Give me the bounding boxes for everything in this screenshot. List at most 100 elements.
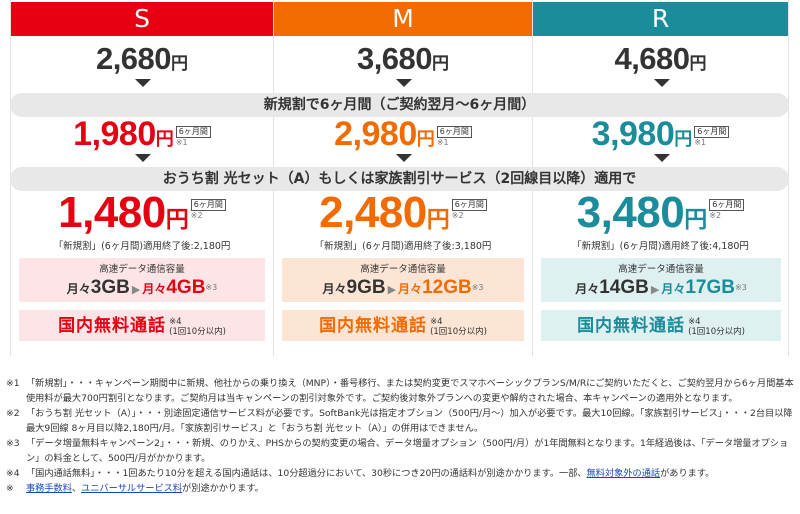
months-tag: 6ヶ月間: [436, 126, 472, 138]
base-price: 3,680円: [274, 41, 532, 77]
free-call-note: ※4 (1回10分以内): [169, 317, 226, 337]
final-price: 3,480円6ヶ月間 ※2: [533, 188, 788, 238]
call-limit: (1回10分以内): [169, 326, 226, 337]
final-price: 1,480円6ヶ月間 ※2: [11, 188, 273, 238]
data-capacity-box: 高速データ通信容量 月々3GB ▶ 月々4GB※3: [19, 258, 265, 302]
note-ref: ※4: [169, 316, 182, 327]
data-from-prefix: 月々: [66, 282, 91, 296]
yen-unit: 円: [171, 54, 189, 74]
admin-fee-link[interactable]: 事務手数料: [26, 483, 72, 494]
free-call-note: ※4 (1回10分以内): [430, 317, 487, 337]
data-capacity-label: 高速データ通信容量: [360, 264, 446, 275]
footnote-mark: ※3: [6, 438, 20, 449]
plan-column-m: M 3,680円 2,980円 6ヶ月間 ※1 2,480円6ヶ月間 ※2 「新規割」…: [273, 0, 532, 356]
yen-unit: 円: [674, 129, 693, 150]
data-capacity-values: 月々9GB ▶ 月々12GB※3: [282, 277, 524, 301]
footnote-text: があります。: [660, 468, 715, 479]
final-price-value: 3,480: [576, 188, 685, 237]
play-arrow-icon: ▶: [387, 283, 397, 296]
note-ref: ※1: [436, 138, 449, 147]
data-from-prefix: 月々: [575, 282, 600, 296]
free-call-label: 国内無料通話: [577, 316, 686, 336]
home-discount-banner: おうち割 光セット（A）もしくは家族割引サービス（2回線目以降）適用で: [10, 167, 789, 191]
free-call-label: 国内無料通話: [58, 316, 167, 336]
yen-unit: 円: [432, 54, 450, 74]
data-from-value: 14GB: [599, 277, 649, 298]
promo-price: 3,980円 6ヶ月間 ※1: [533, 115, 788, 154]
final-price-value: 2,480: [319, 188, 427, 237]
call-limit: (1回10分以内): [430, 326, 487, 337]
months-tag: 6ヶ月間: [175, 126, 211, 138]
play-arrow-icon: ▶: [131, 283, 141, 296]
yen-unit: 円: [684, 207, 708, 233]
excluded-calls-link[interactable]: 無料対象外の通話: [586, 468, 661, 479]
promo-price-value: 2,980: [334, 115, 417, 153]
yen-unit: 円: [155, 129, 174, 150]
note-ref: ※3: [734, 283, 747, 292]
footnote-3: ※3 「データ増量無料キャンペーン2」・・・新規、のりかえ、PHSからの契約変更…: [6, 436, 796, 466]
footnote-mark: ※: [6, 483, 14, 494]
months-tag: 6ヶ月間: [190, 199, 226, 211]
data-from-value: 3GB: [90, 277, 130, 298]
footnote-4: ※4 「国内通話無料」・・・1回あたり10分を超える国内通話は、10分超過分にお…: [6, 466, 796, 481]
data-to-value: 4GB: [166, 277, 206, 298]
months-tag: 6ヶ月間: [451, 199, 487, 211]
footnote-text: が別途かかります。: [182, 483, 264, 494]
down-arrow-icon: [134, 154, 151, 162]
promo-price: 2,980円 6ヶ月間 ※1: [274, 115, 532, 154]
down-arrow-icon: [653, 154, 670, 162]
footnotes: ※1 「新規割」・・・キャンペーン期間中に新規、他社からの乗り換え（MNP）・番…: [6, 376, 796, 496]
yen-unit: 円: [416, 129, 435, 150]
data-to-prefix: 月々: [142, 282, 167, 296]
note-ref: ※4: [688, 316, 701, 327]
base-price-value: 2,680: [95, 41, 172, 76]
yen-unit: 円: [689, 54, 707, 74]
base-price-value: 3,680: [356, 41, 433, 76]
note-ref: ※3: [205, 283, 218, 292]
data-to-prefix: 月々: [398, 282, 423, 296]
fees-note: ※ 事務手数料、ユニバーサルサービス料が別途かかります。: [6, 481, 796, 496]
call-limit: (1回10分以内): [688, 326, 745, 337]
promo-price: 1,980円 6ヶ月間 ※1: [11, 115, 273, 154]
note-ref: ※3: [471, 283, 484, 292]
plan-comparison-table: S 2,680円 1,980円 6ヶ月間 ※1 1,480円6ヶ月間 ※2 「新規割」…: [10, 0, 789, 356]
data-capacity-values: 月々14GB ▶ 月々17GB※3: [541, 277, 781, 301]
footnote-text: 「新規割」・・・キャンペーン期間中に新規、他社からの乗り換え（MNP）・番号移行…: [26, 378, 794, 404]
yen-unit: 円: [165, 207, 189, 233]
data-to-prefix: 月々: [661, 282, 686, 296]
months-tag: 6ヶ月間: [694, 126, 730, 138]
data-to-value: 12GB: [422, 277, 472, 298]
plan-header-s: S: [11, 2, 273, 36]
footnote-mark: ※1: [6, 378, 20, 389]
plan-column-r: R 4,680円 3,980円 6ヶ月間 ※1 3,480円6ヶ月間 ※2 「新規割」…: [532, 0, 789, 356]
footnote-2: ※2 「おうち割 光セット（A）」・・・別途固定通信サービス料が必要です。Sof…: [6, 406, 796, 436]
free-call-box: 国内無料通話 ※4 (1回10分以内): [19, 310, 265, 341]
footnote-mark: ※4: [6, 468, 20, 479]
new-discount-banner: 新規割で6ヶ月間（ご契約翌月〜6ヶ月間）: [10, 93, 789, 117]
note-ref: ※1: [175, 138, 188, 147]
base-price: 4,680円: [533, 41, 788, 77]
free-call-box: 国内無料通話 ※4 (1回10分以内): [282, 310, 524, 341]
data-capacity-box: 高速データ通信容量 月々9GB ▶ 月々12GB※3: [282, 258, 524, 302]
note-ref: ※2: [451, 211, 464, 220]
footnote-text: 「国内通話無料」・・・1回あたり10分を超える国内通話は、10分超過分において、…: [26, 468, 587, 479]
final-price-value: 1,480: [58, 188, 166, 237]
down-arrow-icon: [134, 79, 151, 87]
after-discount-price: 「新規割」(6ヶ月間)適用終了後:3,180円: [314, 241, 492, 252]
play-arrow-icon: ▶: [650, 283, 660, 296]
price-tag: 6ヶ月間 ※1: [694, 119, 730, 148]
final-price: 2,480円6ヶ月間 ※2: [274, 188, 532, 238]
price-tag: 6ヶ月間 ※2: [451, 192, 487, 221]
data-capacity-label: 高速データ通信容量: [618, 264, 704, 275]
down-arrow-icon: [395, 154, 412, 162]
base-price: 2,680円: [11, 41, 273, 77]
universal-service-fee-link[interactable]: ユニバーサルサービス料: [81, 483, 183, 494]
price-tag: 6ヶ月間 ※1: [175, 119, 211, 148]
note-ref: ※2: [709, 211, 722, 220]
months-tag: 6ヶ月間: [709, 199, 745, 211]
yen-unit: 円: [426, 207, 450, 233]
data-capacity-box: 高速データ通信容量 月々14GB ▶ 月々17GB※3: [541, 258, 781, 302]
data-from-value: 9GB: [346, 277, 386, 298]
footnote-1: ※1 「新規割」・・・キャンペーン期間中に新規、他社からの乗り換え（MNP）・番…: [6, 376, 796, 406]
separator: 、: [71, 483, 82, 494]
